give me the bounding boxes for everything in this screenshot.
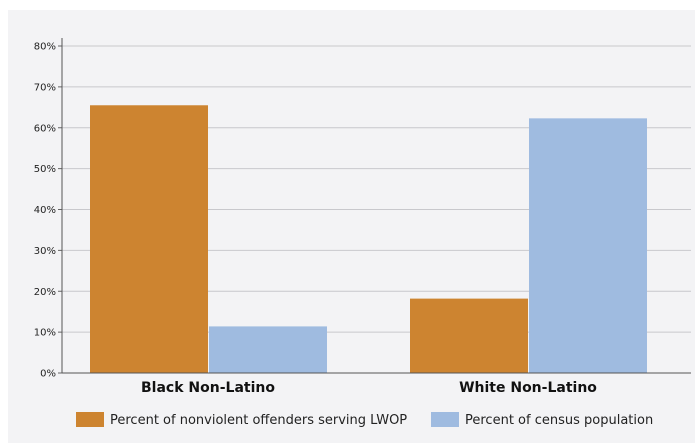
y-tick-label: 80% — [34, 42, 56, 53]
category-label: Black Non-Latino — [141, 380, 275, 396]
legend-label: Percent of nonviolent offenders serving … — [110, 413, 407, 428]
chart-panel: 0% 10% 20% 30% 40% 50% 60% 70% 80% Black Non-Lat… — [8, 10, 695, 443]
bar-lwop-1 — [410, 298, 528, 373]
bar-census-1 — [529, 118, 647, 373]
legend-swatch — [76, 412, 104, 427]
y-tick-label: 30% — [34, 246, 56, 257]
bars — [90, 105, 647, 374]
category-labels: Black Non-Latino White Non-Latino — [141, 380, 597, 396]
y-tick-label: 0% — [40, 369, 56, 380]
legend-swatch — [431, 412, 459, 427]
y-tick-label: 50% — [34, 164, 56, 175]
category-label: White Non-Latino — [459, 380, 597, 396]
y-tick-label: 60% — [34, 123, 56, 134]
y-tick-label: 10% — [34, 328, 56, 339]
bar-chart: 0% 10% 20% 30% 40% 50% 60% 70% 80% Black Non-Lat… — [34, 38, 691, 428]
bar-lwop-0 — [90, 105, 208, 374]
y-tick-label: 20% — [34, 287, 56, 298]
axes — [61, 38, 691, 374]
y-axis-ticks: 0% 10% 20% 30% 40% 50% 60% 70% 80% — [34, 42, 62, 380]
y-tick-label: 70% — [34, 82, 56, 93]
legend-label: Percent of census population — [465, 413, 653, 428]
bar-census-0 — [209, 326, 327, 373]
legend: Percent of nonviolent offenders serving … — [76, 412, 653, 428]
y-tick-label: 40% — [34, 205, 56, 216]
